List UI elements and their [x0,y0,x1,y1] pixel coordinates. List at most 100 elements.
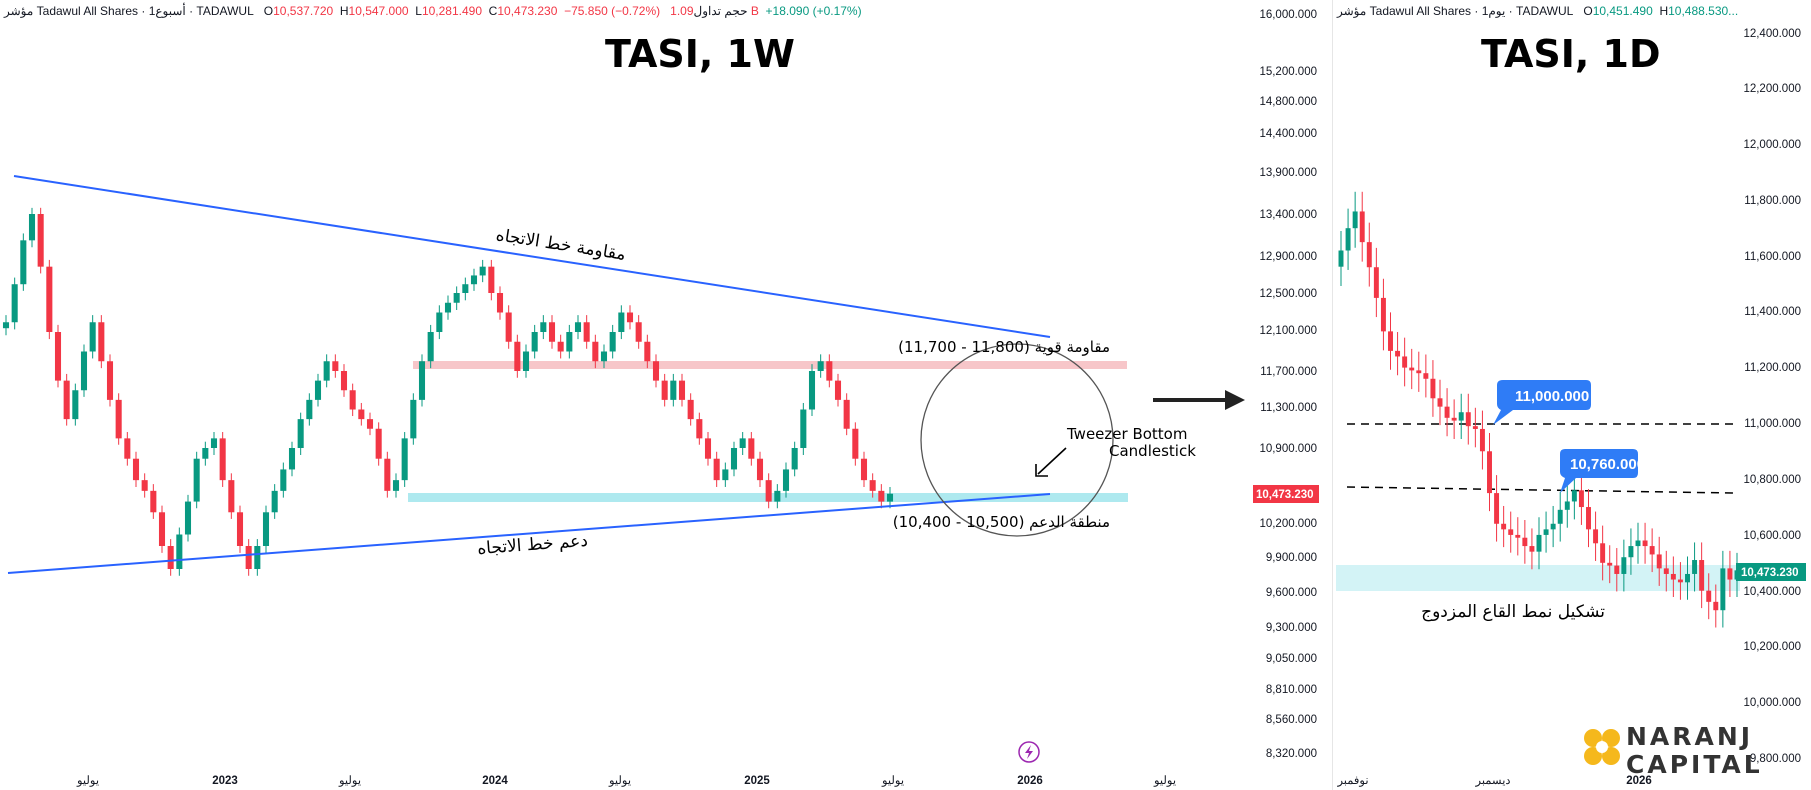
daily-candle [1727,568,1733,580]
weekly-plot[interactable]: مقاومة خط الاتجاه دعم خط الاتجاه مقاومة … [0,0,1333,790]
weekly-candle [106,361,114,400]
weekly-candle [410,399,417,439]
weekly-candle [176,534,183,569]
weekly-candle [115,399,122,439]
weekly-candle [644,341,651,362]
daily-candle [1571,490,1577,502]
callout-10760-bubble [1560,449,1638,493]
support-trendline-label: دعم خط الاتجاه [477,531,589,559]
daily-candle [1600,543,1606,563]
weekly-price-axis[interactable]: 16,000.000 15,200.000 14,800.000 14,400.000… [1259,9,1317,760]
highlight-circle [920,343,1114,537]
support-trendline[interactable] [7,493,1051,574]
weekly-candle [462,284,469,293]
weekly-candle [514,341,521,371]
weekly-candle [323,361,330,381]
weekly-candle [63,380,70,420]
weekly-candle [132,458,140,481]
logo-line2: CAPITAL [1626,750,1763,779]
weekly-price-tick: 11,300.000 [1260,402,1317,414]
weekly-candle [210,438,218,448]
daily-price-axis[interactable]: 12,400.000 12,200.000 12,000.000 11,800.000… [1743,28,1801,765]
weekly-candle [349,390,356,410]
daily-candle [1423,373,1429,379]
daily-candle [1607,562,1613,566]
weekly-candle [219,438,226,481]
double-bottom-zone [1336,565,1740,591]
weekly-candle [765,480,772,502]
daily-candle [1402,356,1408,368]
naranj-capital-logo: NARANJ CAPITAL [1581,722,1811,782]
lightning-icon[interactable] [1018,741,1040,763]
high-value: 10,547.000 [348,4,409,18]
daily-candle [1614,565,1620,574]
weekly-candle [470,275,478,285]
daily-candle [1458,412,1464,421]
weekly-candle [193,458,200,502]
daily-candle [1437,398,1443,407]
lightning-glyph [1025,745,1033,759]
daily-candle [1677,579,1683,583]
logo-line1: NARANJ [1626,722,1754,751]
daily-candle [1451,417,1457,421]
weekly-candle [626,312,634,323]
weekly-time-axis[interactable]: يوليو 2023 يوليو 2024 يوليو 2025 يوليو 2026 يولي… [76,774,1176,787]
callout-10760-text: 10,760.000 [1570,456,1645,473]
weekly-candle [878,490,885,502]
daily-chart-panel[interactable]: مؤشر Tadawul All Shares · 1يوم · TADAWUL… [1333,0,1811,790]
weekly-candle [384,458,391,491]
daily-time-tick: 2026 [1626,775,1652,787]
daily-candle [1621,557,1627,574]
tweezer-arrow-line [1037,447,1067,475]
close-label: C [488,4,498,18]
weekly-candle [678,380,686,400]
weekly-candle [800,409,807,448]
weekly-candle [418,361,426,400]
weekly-candle [366,419,374,429]
weekly-candle [843,399,850,429]
weekly-chart-panel[interactable]: مؤشر Tadawul All Shares · 1أسبوع · TADAW… [0,0,1333,790]
daily-high-label: H [1659,4,1669,18]
daily-plot[interactable]: 11,000.000 10,760.000 تشكيل نمط القاع ال… [1333,0,1811,790]
weekly-candle [37,214,44,267]
weekly-candle [852,428,859,459]
daily-time-tick: ديسمبر [1474,775,1510,787]
weekly-candle [652,361,660,381]
weekly-ohlc-header: مؤشر Tadawul All Shares · 1أسبوع · TADAW… [4,4,862,18]
open-label: O [263,4,274,18]
weekly-price-tick: 12,900.000 [1259,251,1317,263]
daily-candle [1557,509,1563,524]
weekly-candle [436,312,443,332]
weekly-price-tick: 8,810.000 [1266,684,1317,696]
weekly-last-price-tag [1253,485,1319,503]
weekly-candle [592,341,599,362]
weekly-candle [860,458,868,481]
weekly-candle [358,409,365,420]
weekly-time-tick: يوليو [608,774,631,787]
weekly-candle [834,380,842,400]
weekly-candle [306,399,313,420]
daily-last-price-text: 10,473.230 [1741,567,1799,579]
resistance-trendline[interactable] [13,175,1051,338]
weekly-price-tick: 9,600.000 [1266,587,1317,599]
weekly-candle [522,351,530,371]
weekly-symbol: مؤشر Tadawul All Shares · 1أسبوع · TADAW… [4,4,254,18]
volume-value: 1.09 B [670,4,759,18]
weekly-price-tick: 12,500.000 [1259,288,1317,300]
weekly-candle [574,322,582,332]
strong-resistance-label: مقاومة قوية (11,800 - 11,700) [898,338,1110,356]
weekly-candle [262,512,270,546]
weekly-candle [288,448,296,470]
transition-arrow-head [1225,390,1245,410]
weekly-candle [20,240,27,285]
daily-price-tick: 10,400.000 [1743,586,1801,598]
weekly-candle [54,332,62,381]
daily-price-tick: 10,200.000 [1743,641,1801,653]
daily-time-axis[interactable]: نوفمبر ديسمبر 2026 [1336,775,1651,787]
daily-ohlc-header: مؤشر Tadawul All Shares · 1يوم · TADAWUL… [1337,4,1738,18]
weekly-candle [184,501,192,535]
weekly-candle [661,380,668,400]
weekly-candle [202,448,209,459]
daily-candle [1706,590,1712,602]
weekly-change: −75.850 (−0.72%) [564,4,661,18]
